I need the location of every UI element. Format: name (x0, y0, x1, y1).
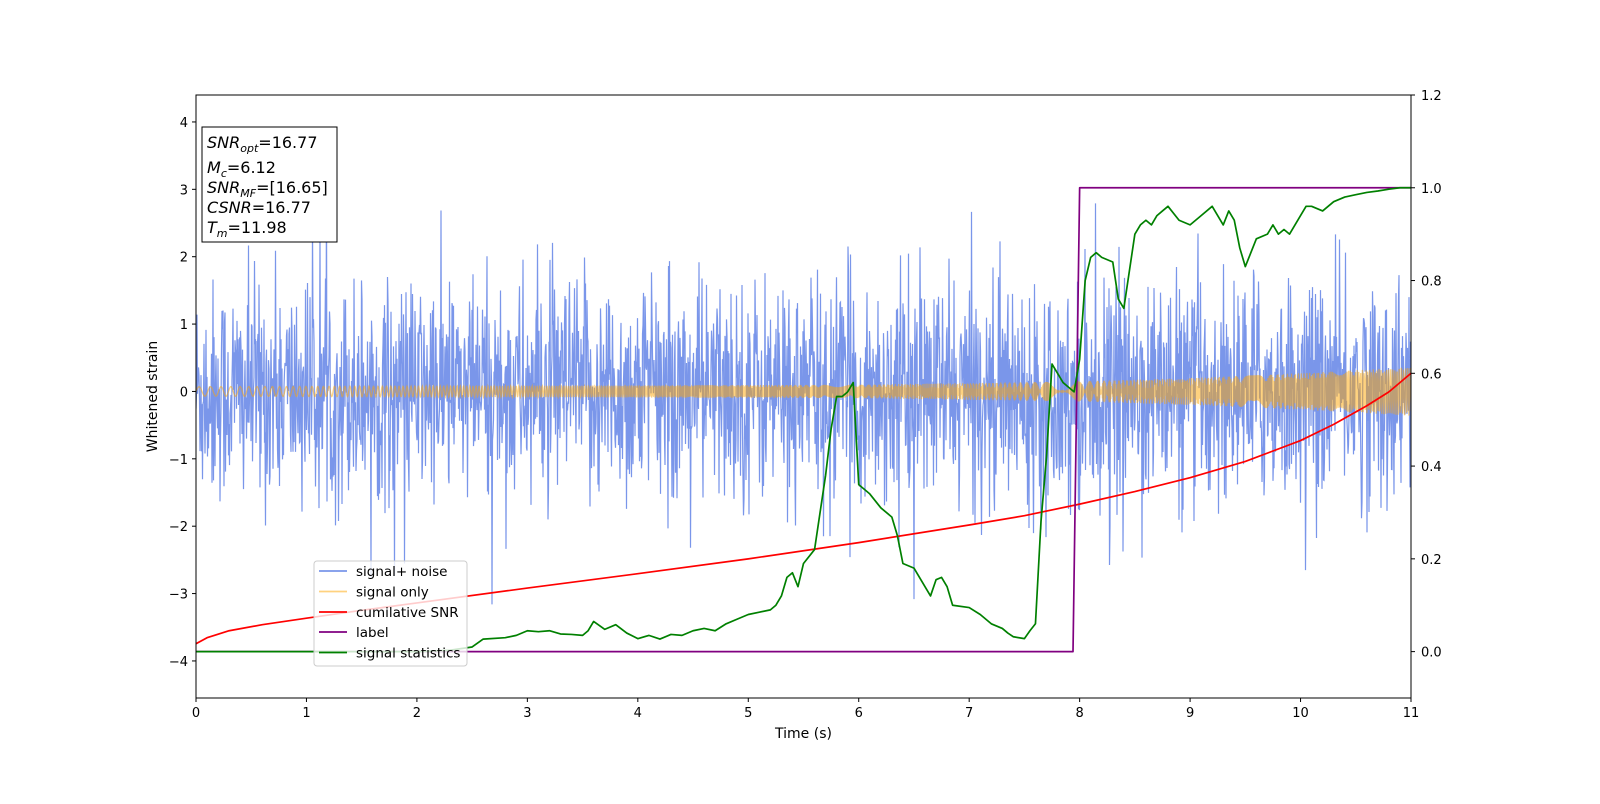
legend-frame (313, 560, 468, 667)
info-box-line: Mc=6.12 (207, 158, 276, 180)
info-box-line: SNRMF=[16.65] (207, 178, 328, 200)
series-cumulative-snr (196, 372, 1411, 645)
x-tick-label: 4 (634, 706, 642, 721)
series-signal-plus-noise (196, 181, 1411, 605)
y-left-tick-label: −1 (169, 453, 188, 468)
legend-label: label (356, 625, 389, 641)
legend-label: cumilative SNR (356, 605, 459, 621)
legend: signal+ noise signal only cumilative SNR la… (313, 560, 468, 667)
y-right-tick-label: 1.2 (1421, 89, 1442, 104)
y-left-tick-label: 0 (180, 385, 188, 400)
legend-label: signal statistics (356, 646, 460, 662)
y-left-tick-label: 1 (180, 318, 188, 333)
legend-label: signal+ noise (356, 564, 447, 580)
y-right-tick-label: 0.0 (1421, 646, 1442, 661)
info-box: SNRopt=16.77 Mc=6.12SNRMF=[16.65]CSNR=16.… (201, 126, 338, 243)
x-axis-label: Time (s) (774, 726, 832, 742)
y-left-tick-label: −3 (169, 588, 188, 603)
y-left-tick-label: 2 (180, 251, 188, 266)
y-right-tick-label: 0.8 (1421, 275, 1442, 290)
y-right-tick-label: 0.2 (1421, 553, 1442, 568)
x-tick-label: 3 (523, 706, 531, 721)
y-left-tick-label: −2 (169, 520, 188, 535)
x-tick-label: 1 (302, 706, 310, 721)
info-box-line: Tm=11.98 (207, 218, 287, 240)
x-tick-label: 11 (1403, 706, 1420, 721)
y-axis-label-left: Whitened strain (145, 341, 161, 452)
x-tick-label: 6 (855, 706, 863, 721)
series-signal-statistics (196, 186, 1411, 653)
x-tick-label: 8 (1075, 706, 1083, 721)
y-left-tick-label: 3 (180, 183, 188, 198)
y-left-tick-label: −4 (169, 655, 188, 670)
y-right-tick-label: 0.6 (1421, 367, 1442, 382)
axes-layer: 0 1 2 3 4 5 6 7 8 9 10 11 −4 −3 −2 −1 0 1 2 3 4 0.0 0.2 0.4 0.6 0… (169, 89, 1442, 721)
x-tick-label: 2 (413, 706, 421, 721)
y-right-tick-label: 1.0 (1421, 182, 1442, 197)
series-label (196, 186, 1411, 653)
legend-label: signal only (356, 585, 429, 601)
info-box-line: SNRopt=16.77 (207, 133, 318, 155)
x-tick-label: 10 (1292, 706, 1309, 721)
plot-series-layer (196, 181, 1411, 653)
x-tick-label: 9 (1186, 706, 1194, 721)
plot-frame (195, 94, 1412, 699)
series-signal-only (196, 367, 1411, 416)
x-tick-label: 0 (192, 706, 200, 721)
x-tick-label: 7 (965, 706, 973, 721)
y-right-tick-label: 0.4 (1421, 460, 1442, 475)
x-tick-label: 5 (744, 706, 752, 721)
info-box-frame (201, 126, 338, 243)
y-left-tick-label: 4 (180, 116, 188, 131)
info-box-line: CSNR=16.77 (207, 198, 311, 217)
